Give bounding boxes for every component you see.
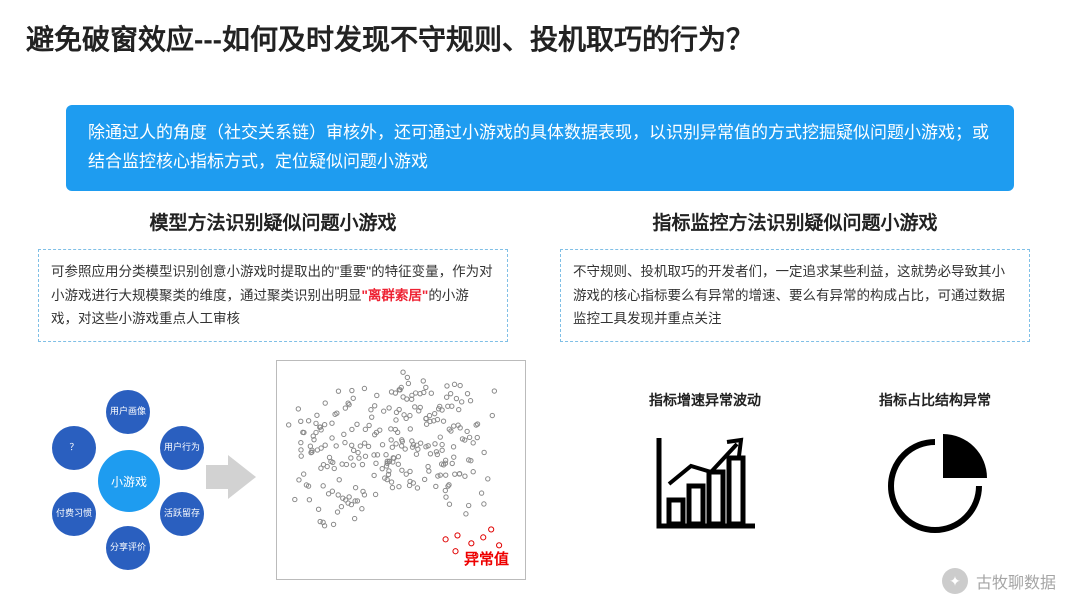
right-heading: 指标监控方法识别疑似问题小游戏 bbox=[560, 208, 1030, 235]
pie-caption: 指标占比结构异常 bbox=[879, 390, 991, 410]
watermark: ✦ 古牧聊数据 bbox=[942, 568, 1056, 594]
hex-node-2: 活跃留存 bbox=[160, 492, 204, 536]
outlier-label: 异常值 bbox=[464, 548, 509, 569]
hex-node-1: 用户行为 bbox=[160, 426, 204, 470]
hex-node-0: 用户画像 bbox=[106, 390, 150, 434]
hex-center: 小游戏 bbox=[98, 450, 160, 512]
feature-hex: 小游戏 用户画像用户行为活跃留存分享评价付费习惯？ bbox=[48, 390, 218, 560]
metric-icons: 指标增速异常波动 指标占比结构异常 bbox=[590, 390, 1050, 538]
arrow-icon bbox=[228, 455, 256, 499]
model-diagram: 小游戏 用户画像用户行为活跃留存分享评价付费习惯 ？ 异常值 bbox=[28, 360, 538, 590]
left-body-box: 可参照应用分类模型识别创意小游戏时提取出的"重要"的特征变量，作为对小游戏进行大… bbox=[38, 249, 508, 342]
pie-chart-icon bbox=[875, 428, 995, 538]
slide: 避免破窗效应---如何及时发现不守规则、投机取巧的行为？ 除通过人的角度（社交关… bbox=[0, 0, 1080, 608]
left-heading: 模型方法识别疑似问题小游戏 bbox=[38, 208, 508, 235]
right-body-box: 不守规则、投机取巧的开发者们，一定追求某些利益，这就势必导致其小游戏的核心指标要… bbox=[560, 249, 1030, 342]
hex-node-5: ？ bbox=[52, 426, 96, 470]
hex-node-3: 分享评价 bbox=[106, 526, 150, 570]
left-body-highlight: "离群索居" bbox=[362, 288, 429, 303]
right-column: 指标监控方法识别疑似问题小游戏 不守规则、投机取巧的开发者们，一定追求某些利益，… bbox=[560, 208, 1030, 342]
growth-caption: 指标增速异常波动 bbox=[649, 390, 761, 410]
growth-icon-block: 指标增速异常波动 bbox=[645, 390, 765, 538]
page-title: 避免破窗效应---如何及时发现不守规则、投机取巧的行为？ bbox=[26, 18, 754, 58]
pie-icon-block: 指标占比结构异常 bbox=[875, 390, 995, 538]
summary-banner: 除通过人的角度（社交关系链）审核外，还可通过小游戏的具体数据表现，以识别异常值的… bbox=[66, 105, 1014, 191]
growth-chart-icon bbox=[645, 428, 765, 538]
scatter-plot: 异常值 bbox=[276, 360, 526, 580]
hex-node-4: 付费习惯 bbox=[52, 492, 96, 536]
watermark-text: 古牧聊数据 bbox=[976, 569, 1056, 593]
left-column: 模型方法识别疑似问题小游戏 可参照应用分类模型识别创意小游戏时提取出的"重要"的… bbox=[38, 208, 508, 342]
wechat-icon: ✦ bbox=[942, 568, 968, 594]
